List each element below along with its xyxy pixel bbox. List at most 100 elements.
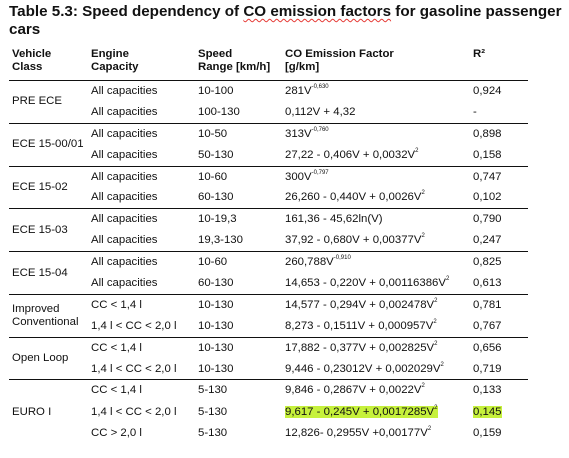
r2-cell: 0,790 [470,209,528,230]
co-formula: 9,446 - 0,23012V + 0,002029V2 [285,362,444,375]
r2-value: 0,781 [473,298,502,311]
table-body: PRE ECE All capacities 10-100 281V-0,630 0,9… [9,81,528,445]
header-line: Speed [198,48,233,60]
co-formula-base: 9,617 - 0,245V + 0,0017285V [285,405,435,418]
co-formula-exponent: -0,797 [311,169,329,176]
table-row: ECE 15-02 All capacities 10-60 300V-0,797 0,… [9,166,528,193]
engine-capacity-cell: All capacities [91,213,158,226]
co-formula-base: 0,112V + 4,32 [285,105,356,118]
speed-range-cell: 10-19,3 [198,213,237,226]
table-row: Improved Conventional CC < 1,4 l 10-130 14,5… [9,294,528,328]
speed-range-cell: 19,3-130 [198,234,243,247]
vehicle-class-cell: Improved Conventional [9,294,88,337]
table-header: Vehicle Class Engine Capacity Speed Range [km… [9,47,528,81]
r2-value: 0,825 [473,256,502,269]
vehicle-class-cell: ECE 15-04 [9,252,88,295]
r2-cell: 0,158 [470,145,528,166]
engine-capacity-cell: All capacities [91,234,158,247]
header-line: Class [12,61,43,73]
r2-value: 0,133 [473,384,502,397]
r2-cell: 0,102 [470,187,528,208]
co-formula-exponent: 2 [434,340,438,347]
co-formula-exponent: 2 [434,404,438,411]
vehicle-class-label: ECE 15-02 [12,180,68,193]
speed-range-cell: 50-130 [198,148,234,161]
co-factor-cell: 37,92 - 0,680V + 0,00377V2 [282,230,470,251]
r2-value: 0,158 [473,148,502,161]
co-factor-cell: 313V-0,760 [282,123,470,144]
speed-range-cell: 10-130 [198,362,234,375]
table-row: All capacities 60-130 26,260 - 0,440V + 0,… [9,187,528,208]
header-row: Vehicle Class Engine Capacity Speed Range [km… [9,47,528,81]
co-factor-cell: 17,882 - 0,377V + 0,002825V2 [282,337,470,358]
co-factor-cell: 26,260 - 0,440V + 0,0026V2 [282,187,470,208]
co-factor-cell: 9,617 - 0,245V + 0,0017285V2 [282,401,470,422]
co-formula-base: 17,882 - 0,377V + 0,002825V [285,341,435,354]
co-formula: 27,22 - 0,406V + 0,0032V2 [285,147,419,161]
co-formula-exponent: -0,910 [333,255,351,262]
r2-value: 0,145 [473,405,502,418]
r2-cell: 0,924 [470,81,528,102]
co-factor-cell: 9,446 - 0,23012V + 0,002029V2 [282,359,470,380]
r2-value: 0,656 [473,341,502,354]
r2-value: 0,102 [473,191,502,204]
co-formula-exponent: 2 [427,425,432,432]
r2-cell: 0,747 [470,166,528,187]
speed-range-cell: 100-130 [198,105,240,118]
co-formula-exponent: -0,760 [311,126,329,133]
table-row: Open Loop CC < 1,4 l 10-130 17,882 - 0,377V… [9,337,528,364]
r2-value: 0,790 [473,213,502,226]
vehicle-class-label: Improved [12,302,60,315]
co-formula: 12,826- 0,2955V +0,00177V2 [285,425,432,439]
header-speed-range: Speed Range [km/h] [195,47,282,81]
co-formula: 14,653 - 0,220V + 0,00116386V2 [285,276,449,289]
vehicle-class-cell: ECE 15-02 [9,166,88,209]
r2-cell: 0,825 [470,252,528,273]
engine-capacity-cell: All capacities [91,170,158,183]
table-caption: Table 5.3: Speed dependency of CO emissi… [9,3,564,39]
co-formula: 161,36 - 45,62ln(V) [285,213,383,225]
co-factor-cell: 281V-0,630 [282,81,470,102]
speed-range-cell: 10-130 [198,319,234,332]
co-formula: 9,617 - 0,245V + 0,0017285V2 [285,404,438,418]
co-formula-base: 12,826- 0,2955V +0,00177V [285,426,428,439]
vehicle-class-cell: ECE 15-00/01 [9,123,88,166]
header-line: [g/km] [285,61,320,73]
table-row: CC > 2,0 l 5-130 12,826- 0,2955V +0,00177V… [9,423,528,444]
co-formula-base: 27,22 - 0,406V + 0,0032V [285,148,416,161]
co-formula-exponent: 2 [421,383,425,390]
engine-capacity-cell: All capacities [91,191,158,204]
co-formula-base: 300V [285,170,312,183]
co-formula: 260,788V-0,910 [285,255,351,268]
emission-table: Vehicle Class Engine Capacity Speed Range [km… [9,47,528,444]
table-row: All capacities 60-130 14,653 - 0,220V + 0,… [9,273,528,294]
table-row: All capacities 19,3-130 37,92 - 0,680V + 0… [9,230,528,251]
caption-spellcheck-span: CO emission factors [243,3,392,20]
vehicle-class-label: ECE 15-03 [12,223,68,236]
r2-cell: 0,613 [470,273,528,294]
header-line: Capacity [91,61,139,73]
engine-capacity-cell: 1,4 l < CC < 2,0 l [91,405,177,418]
vehicle-class-label: ECE 15-00/01 [12,138,84,151]
co-factor-cell: 14,577 - 0,294V + 0,002478V2 [282,294,470,315]
co-formula: 9,846 - 0,2867V + 0,0022V2 [285,383,425,396]
co-factor-cell: 12,826- 0,2955V +0,00177V2 [282,423,470,444]
co-formula-exponent: -0,630 [311,83,329,90]
table-row: 1,4 l < CC < 2,0 l 10-130 8,273 - 0,1511V … [9,316,528,337]
engine-capacity-cell: CC < 1,4 l [91,341,142,354]
co-formula-exponent: 2 [421,233,425,240]
r2-cell: 0,719 [470,359,528,380]
co-formula-base: 14,577 - 0,294V + 0,002478V [285,298,435,311]
table-row: All capacities 50-130 27,22 - 0,406V + 0,0… [9,145,528,166]
speed-range-cell: 10-60 [198,256,228,269]
co-formula-base: 26,260 - 0,440V + 0,0026V [285,191,422,204]
engine-capacity-cell: All capacities [91,256,158,269]
r2-cell: 0,767 [470,316,528,337]
header-r2: R² [470,47,528,81]
co-formula-exponent: 2 [415,147,419,154]
co-formula: 313V-0,760 [285,126,329,140]
header-line: CO Emission Factor [285,48,394,60]
r2-cell: 0,898 [470,123,528,144]
r2-cell: 0,159 [470,423,528,444]
co-formula-base: 8,273 - 0,1511V + 0,000957V [285,319,434,332]
